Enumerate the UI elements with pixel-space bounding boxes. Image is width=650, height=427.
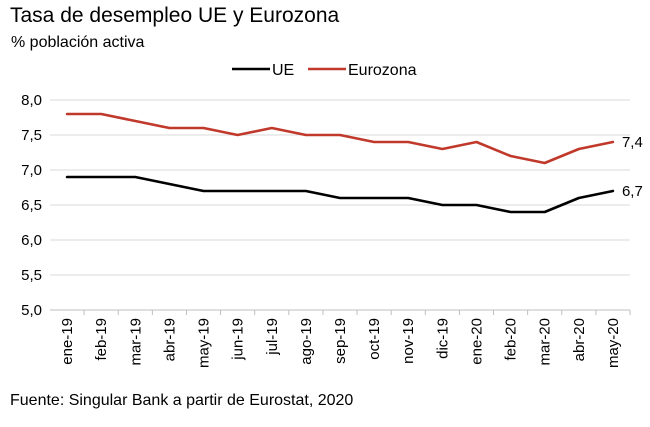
x-tick-label: feb-19 [93,318,110,361]
data-point-ue [373,197,375,199]
x-tick-label: abr-20 [571,318,588,361]
series-lines [65,112,615,214]
y-tick-label: 8,0 [21,92,42,109]
x-tick-label: feb-20 [503,318,520,361]
x-tick-label: oct-19 [366,318,383,360]
data-point-eurozona [543,162,546,164]
data-point-ue [475,204,478,206]
y-tick-label: 5,0 [21,302,42,319]
data-point-eurozona [270,127,273,129]
data-point-ue [441,204,444,206]
data-point-ue [339,197,341,199]
x-tick-label: mar-20 [537,318,554,366]
data-point-eurozona [236,134,239,136]
x-tick-label: may-19 [196,318,213,368]
x-tick-label: may-20 [605,318,622,368]
data-point-eurozona [339,134,341,136]
data-point-eurozona [612,141,614,143]
x-tick-label: jun-19 [230,318,247,361]
x-tick-label: ago-19 [298,318,315,365]
data-point-eurozona [475,141,478,143]
x-axis-ticks: ene-19 feb-19 mar-19 abr-19 may-19 jun-19 jul-… [59,310,631,368]
data-point-ue [543,211,546,213]
data-point-eurozona [441,148,444,150]
legend: UE Eurozona [232,62,417,79]
data-point-ue [168,183,171,185]
data-point-ue [100,176,102,178]
data-point-eurozona [407,141,410,143]
data-point-ue [66,176,68,178]
data-point-ue [134,176,137,178]
x-tick-label: nov-19 [400,318,417,364]
data-point-ue [305,190,307,192]
x-tick-label: dic-19 [434,318,451,359]
chart-title: Tasa de desempleo UE y Eurozona [10,4,340,27]
legend-label-ue: UE [272,62,294,79]
x-tick-label: sep-19 [332,318,349,364]
data-point-ue [270,190,273,192]
data-point-eurozona [66,113,68,115]
series-line-eurozona [65,112,615,165]
data-point-eurozona [202,127,205,129]
y-tick-label: 7,5 [21,127,42,144]
data-point-ue [612,190,614,192]
data-point-ue [407,197,410,199]
data-point-ue [509,211,512,213]
data-point-eurozona [509,155,512,157]
series-line-ue [65,175,615,214]
data-point-ue [578,197,580,199]
y-tick-label: 7,0 [21,162,42,179]
data-point-eurozona [168,127,171,129]
grid-lines [50,99,630,311]
x-tick-label: ene-20 [468,318,485,365]
data-point-eurozona [134,120,137,122]
legend-label-eurozona: Eurozona [348,62,417,79]
x-tick-label: abr-19 [161,318,178,361]
end-label-ue: 6,7 [622,183,643,200]
source-note: Fuente: Singular Bank a partir de Eurost… [10,392,354,409]
chart-subtitle: % población activa [11,34,145,51]
y-tick-label: 5,5 [21,267,42,284]
data-point-ue [236,190,239,192]
end-label-eurozona: 7,4 [622,134,643,151]
x-tick-label: jul-19 [264,318,281,356]
data-point-eurozona [373,141,375,143]
data-point-eurozona [100,113,102,115]
end-labels: 6,7 7,4 [622,134,643,200]
data-point-eurozona [305,134,307,136]
x-tick-label: ene-19 [59,318,76,365]
y-tick-label: 6,0 [21,232,42,249]
y-axis-ticks: 5,0 5,5 6,0 6,5 7,0 7,5 8,0 [21,92,42,319]
x-tick-label: mar-19 [127,318,144,366]
data-point-ue [202,190,205,192]
y-tick-label: 6,5 [21,197,42,214]
data-point-eurozona [578,148,580,150]
